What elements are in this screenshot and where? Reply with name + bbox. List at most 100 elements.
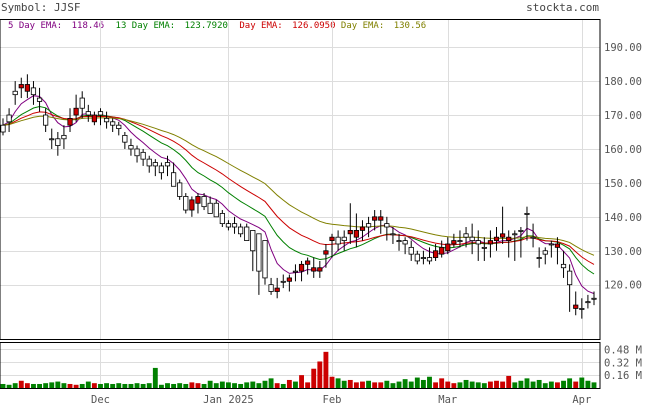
- candle-body: [335, 236, 341, 245]
- volume-bar: [122, 383, 128, 388]
- candle-body: [518, 230, 524, 232]
- candle-body: [524, 213, 530, 215]
- candle-body: [49, 138, 55, 141]
- candle-body: [530, 236, 536, 239]
- candle-body: [250, 230, 256, 252]
- volume-bar: [500, 381, 506, 388]
- date-tick-label: Feb: [323, 394, 342, 406]
- candle-body: [238, 226, 244, 235]
- volume-bar: [433, 382, 439, 388]
- candle-body: [30, 87, 37, 96]
- candle-body: [103, 118, 110, 123]
- candle-body: [55, 138, 61, 146]
- candle-body: [128, 145, 134, 150]
- volume-bar: [250, 381, 256, 388]
- volume-bar: [85, 381, 91, 388]
- volume-bar: [110, 383, 116, 388]
- candle-body: [12, 90, 18, 96]
- candle-body: [469, 236, 475, 241]
- volume-bar: [555, 382, 560, 388]
- candles: [0, 74, 597, 319]
- candle-body: [152, 162, 158, 167]
- volume-bar: [427, 376, 432, 388]
- volume-bar: [18, 380, 24, 388]
- volume-bar: [67, 383, 73, 388]
- volume-bar: [561, 380, 566, 388]
- volume-bar: [219, 381, 225, 388]
- candle-body: [512, 233, 518, 236]
- volume-bar: [481, 383, 487, 388]
- candle-body: [122, 134, 128, 143]
- volume-bar: [475, 382, 481, 388]
- volume-bar: [37, 383, 42, 388]
- volume-bar: [512, 382, 518, 388]
- volume-bar: [91, 383, 97, 388]
- volume-bar: [262, 380, 268, 388]
- price-axis-ticks: 190.00 180.00 170.00 160.00 150.00 140.00 130.…: [604, 42, 642, 292]
- candle-body: [384, 223, 390, 228]
- candle-body: [567, 270, 573, 286]
- candle-body: [414, 253, 420, 262]
- volume-bar: [585, 380, 591, 388]
- ema-line-4: [2, 115, 595, 256]
- candle-body: [554, 243, 561, 248]
- volume-bar: [353, 382, 359, 388]
- volume-bars: [0, 351, 597, 388]
- volume-panel-frame: [0, 342, 601, 389]
- volume-bar: [299, 375, 304, 388]
- candle-body: [61, 134, 67, 140]
- candle-body: [274, 287, 280, 292]
- volume-bar: [6, 384, 12, 388]
- volume-bar: [408, 381, 414, 388]
- candle-body: [207, 202, 213, 214]
- candle-body: [43, 114, 49, 126]
- volume-bar: [274, 383, 280, 388]
- candle-body: [439, 246, 445, 255]
- candle-body: [365, 223, 372, 228]
- ema13-value: 123.7920: [185, 21, 228, 31]
- volume-bar: [518, 380, 524, 388]
- volume-bar: [104, 383, 110, 388]
- candle-body: [195, 196, 201, 204]
- ema13-label: 13 Day EMA:: [116, 21, 176, 31]
- candle-body: [219, 213, 225, 225]
- volume-bar: [238, 383, 244, 388]
- volume-bar: [152, 367, 158, 388]
- volume-bar: [140, 383, 146, 388]
- ema-d-value: 130.56: [394, 21, 427, 31]
- ema-c-value: 126.0950: [292, 21, 335, 31]
- candle-body: [372, 216, 378, 221]
- ema-line-2: [2, 105, 595, 275]
- candle-body: [85, 111, 91, 116]
- volume-bar: [536, 379, 542, 388]
- volume-bar: [207, 380, 213, 388]
- price-tick-label: 190.00: [604, 42, 642, 54]
- candle-body: [548, 243, 554, 246]
- candle-body: [164, 162, 171, 167]
- date-tick-label: Jan 2025: [203, 394, 254, 406]
- candle-body: [426, 257, 433, 262]
- ema-legend-text: 5 Day EMA: 118.46 13 Day EMA: 123.7920 D…: [8, 21, 426, 31]
- candle-body: [225, 223, 232, 228]
- ema-line-3: [2, 111, 595, 265]
- volume-bar: [591, 382, 597, 388]
- candle-body: [171, 172, 177, 187]
- candle-body: [256, 233, 262, 272]
- volume-bar: [189, 382, 195, 388]
- volume-bar: [341, 380, 347, 388]
- candle-body: [280, 280, 286, 283]
- candle-body: [177, 182, 183, 197]
- candle-body: [457, 240, 463, 242]
- volume-bar: [0, 383, 6, 388]
- volume-bar: [323, 351, 329, 388]
- volume-bar: [98, 383, 103, 388]
- volume-bar: [31, 383, 36, 388]
- volume-bar: [573, 381, 579, 388]
- candle-body: [451, 240, 457, 245]
- volume-bar: [286, 379, 292, 388]
- price-tick-label: 140.00: [604, 212, 642, 224]
- volume-bar: [384, 380, 390, 388]
- volume-bar: [165, 383, 170, 388]
- volume-bar: [420, 379, 426, 388]
